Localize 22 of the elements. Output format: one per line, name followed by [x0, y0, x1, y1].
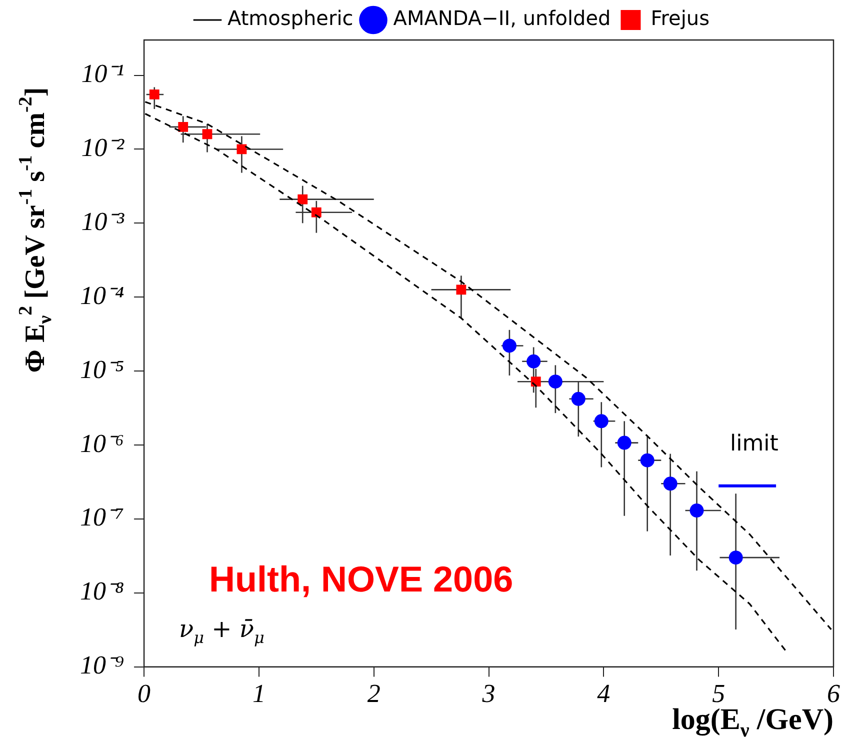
x-tick-label: 4 [597, 679, 610, 708]
y-tick-label: 10⁻⁵ [80, 354, 124, 384]
y-tick-label: 10⁻⁸ [80, 576, 124, 606]
x-tick-label: 1 [252, 679, 266, 708]
annotation: limit [730, 432, 779, 457]
legend-label: AMANDA−II, unfolded [393, 6, 611, 30]
x-tick-label: 2 [367, 679, 380, 708]
y-tick-label: 10⁻⁹ [80, 650, 124, 680]
x-tick-label: 3 [481, 679, 496, 708]
text: Φ Eν2 [GeV sr-1 s-1 cm-2] [15, 87, 56, 373]
x-tick-label: 5 [712, 679, 726, 708]
legend-label: Atmospheric [227, 6, 354, 30]
annotation: Hulth, NOVE 2006 [209, 558, 514, 600]
y-tick-label: 10⁻⁷ [80, 502, 124, 532]
x-tick-label: 0 [138, 679, 151, 708]
y-tick-label: 10⁻⁶ [80, 428, 124, 458]
legend-label: Frejus [650, 6, 710, 30]
y-tick-label: 10⁻³ [81, 206, 126, 236]
x-tick-label: 6 [827, 679, 840, 708]
y-tick-label: 10⁻² [81, 133, 126, 162]
y-tick-label: 10⁻¹ [81, 59, 124, 88]
y-tick-label: 10⁻⁴ [80, 280, 124, 310]
